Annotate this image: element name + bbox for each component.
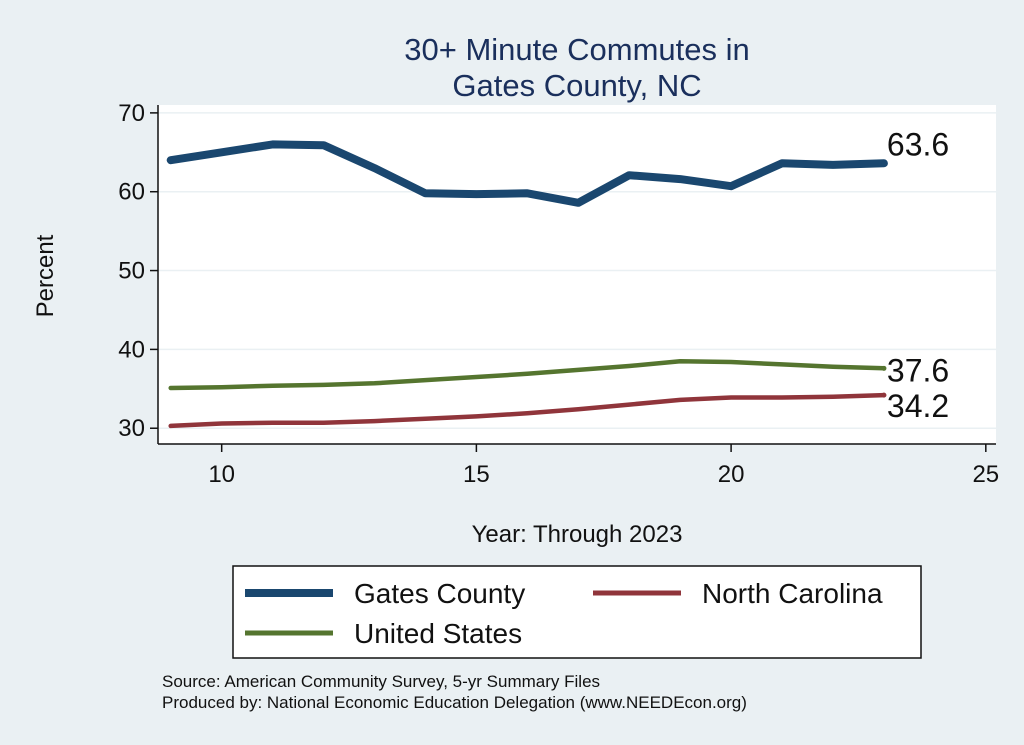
end-point-north-carolina: [881, 392, 887, 398]
legend-label-north-carolina: North Carolina: [702, 578, 883, 609]
end-label-north-carolina: 34.2: [887, 388, 949, 424]
y-tick-label: 60: [118, 179, 145, 206]
y-tick-label: 50: [118, 258, 145, 285]
series-lines: [166, 140, 888, 429]
end-point-gates-county: [881, 160, 887, 166]
series-line-united-states: [168, 358, 887, 391]
y-tick-label: 40: [118, 336, 145, 363]
end-labels: 37.634.2 63.6: [887, 126, 949, 424]
x-tick-label: 10: [208, 461, 235, 488]
end-point-united-states: [881, 365, 887, 371]
y-axis-title: Percent: [32, 234, 59, 317]
legend-label-gates-county: Gates County: [354, 578, 525, 609]
end-label-united-states: 37.6: [887, 352, 949, 388]
y-tick-label: 70: [118, 100, 145, 127]
x-tick-label: 25: [972, 461, 999, 488]
x-axis-title: Year: Through 2023: [472, 521, 683, 548]
source-note: Source: American Community Survey, 5-yr …: [162, 672, 600, 691]
end-label-gates-county: 63.6: [887, 126, 949, 162]
chart-title-line-1: 30+ Minute Commutes in: [404, 32, 749, 67]
plot-area: [158, 105, 996, 444]
gridlines: [158, 112, 996, 429]
legend-label-united-states: United States: [354, 618, 522, 649]
x-tick-label: 15: [463, 461, 490, 488]
legend-box: [232, 565, 922, 659]
produced-by-note: Produced by: National Economic Education…: [162, 693, 747, 712]
x-tick-label: 20: [718, 461, 745, 488]
series-line-north-carolina: [168, 392, 887, 429]
axis-ticks: 30 40 50 60 70 10 15 20 25: [118, 100, 999, 488]
y-tick-label: 30: [118, 415, 145, 442]
chart-title-line-2: Gates County, NC: [452, 68, 701, 103]
series-line-gates-county: [166, 140, 888, 207]
